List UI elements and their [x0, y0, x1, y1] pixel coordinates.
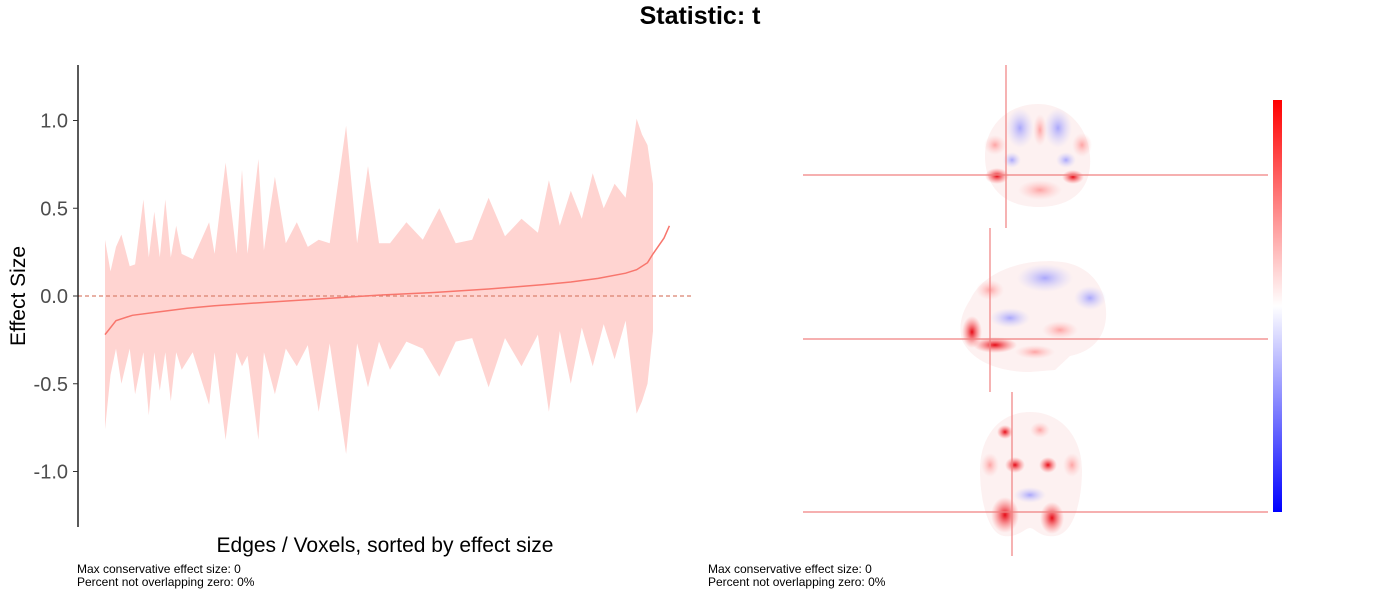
right-percent-text: Percent not overlapping zero: 0% [708, 575, 886, 589]
chart-title: Statistic: t [639, 2, 761, 30]
y-tick-label: 0.0 [40, 286, 68, 308]
effect-size-plot: -1.0 -0.5 0.0 0.5 1.0 Effect Size Edges / Voxe… [7, 65, 692, 557]
right-caption: Max conservative effect size: 0 Percent … [708, 563, 885, 589]
colorbar [1273, 100, 1282, 512]
x-axis-title: Edges / Voxels, sorted by effect size [217, 534, 554, 557]
y-tick-label: 0.5 [40, 198, 68, 220]
brain-coronal-view [803, 65, 1268, 228]
left-max-effect-text: Max conservative effect size: 0 [77, 562, 241, 576]
brain-axial-view [803, 392, 1268, 556]
y-axis-title: Effect Size [7, 246, 30, 346]
y-tick-label: -0.5 [34, 374, 68, 396]
left-caption: Max conservative effect size: 0 Percent … [77, 563, 254, 589]
brain-sagittal-view [803, 228, 1268, 392]
effect-size-line [104, 225, 671, 336]
right-max-effect-text: Max conservative effect size: 0 [708, 562, 872, 576]
confidence-band [105, 118, 653, 454]
y-tick-label: -1.0 [34, 462, 68, 484]
left-percent-text: Percent not overlapping zero: 0% [77, 575, 255, 589]
y-tick-label: 1.0 [40, 111, 68, 133]
